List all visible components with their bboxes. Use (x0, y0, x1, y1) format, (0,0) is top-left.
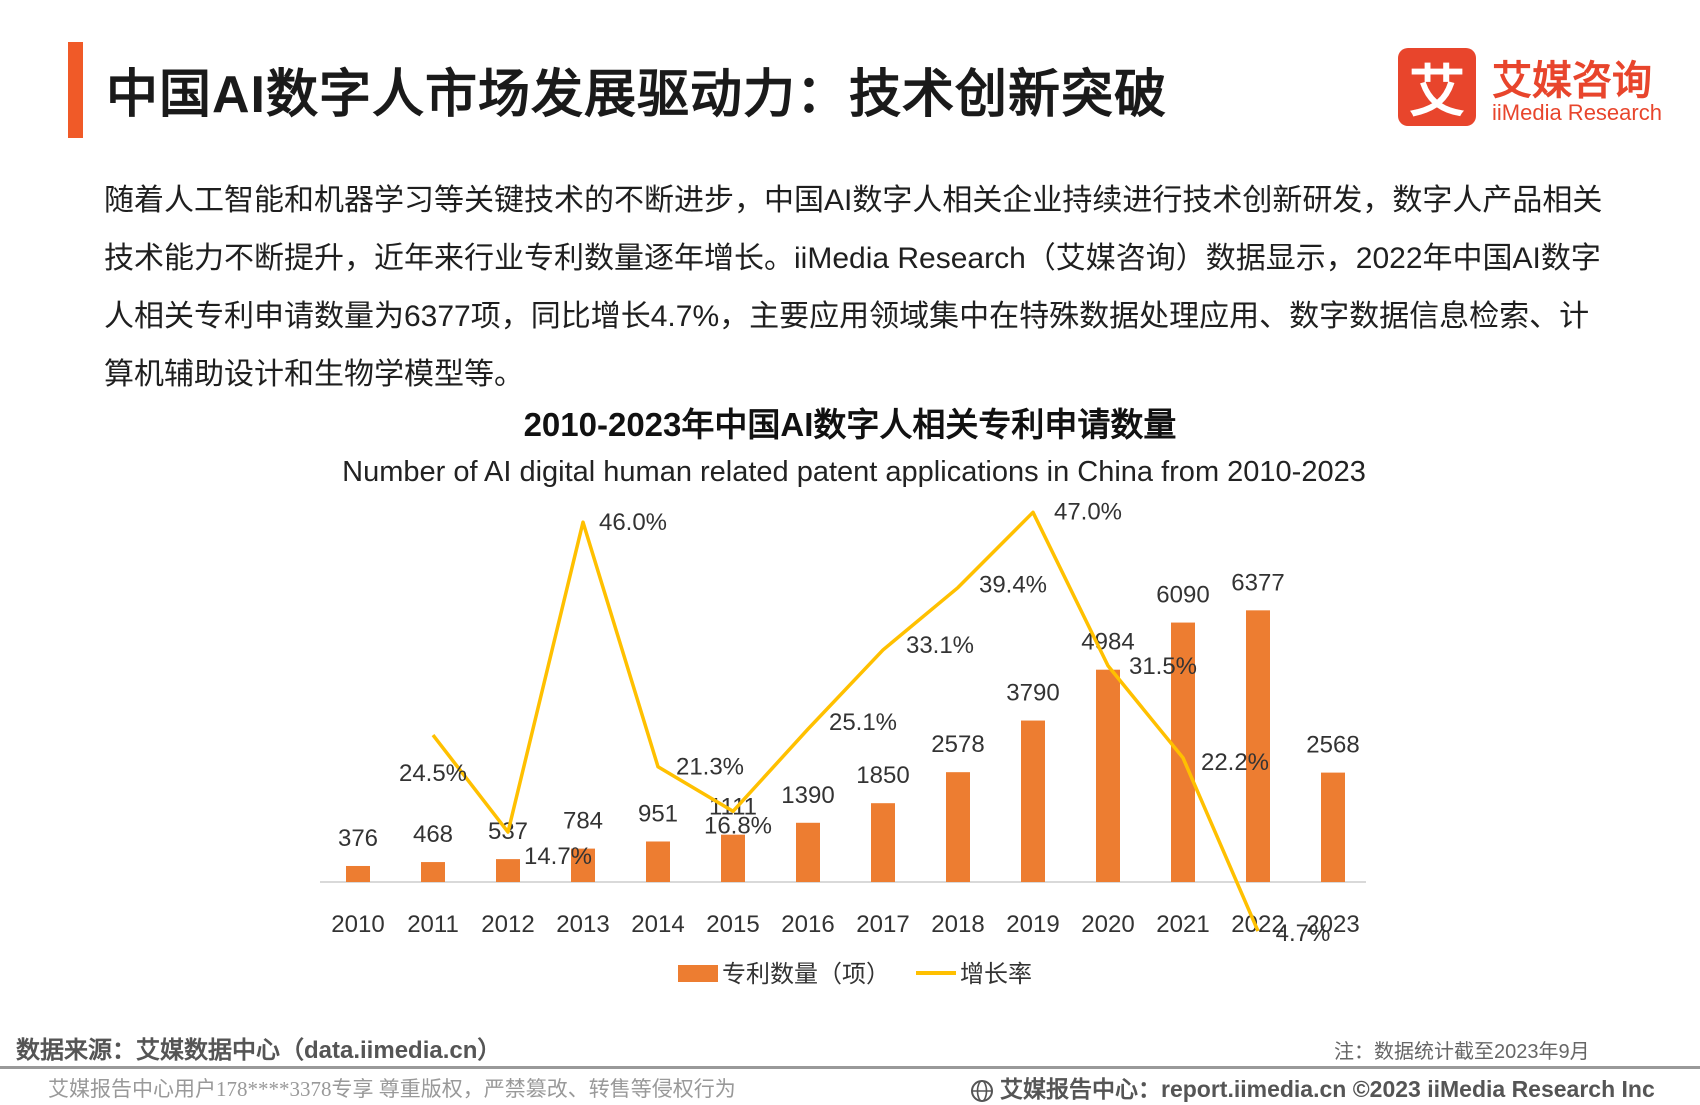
bar-2020 (1096, 669, 1120, 882)
logo-mark-icon: 艾 (1398, 48, 1476, 126)
bar-label-2020: 4984 (1081, 629, 1134, 656)
bar-label-2019: 3790 (1006, 680, 1059, 707)
bar-2019 (1021, 720, 1045, 882)
x-tick-label-2018: 2018 (931, 911, 984, 938)
growth-rate-line (431, 510, 1260, 932)
title-accent-bar (68, 42, 83, 138)
bar-label-2023: 2568 (1306, 732, 1359, 759)
x-tick-label-2010: 2010 (331, 911, 384, 938)
bar-label-2017: 1850 (856, 762, 909, 789)
intro-paragraph: 随着人工智能和机器学习等关键技术的不断进步，中国AI数字人相关企业持续进行技术创… (104, 184, 1603, 391)
x-tick-label-2021: 2021 (1156, 911, 1209, 938)
bar-2010 (346, 865, 370, 882)
growth-label-2012: 14.7% (524, 843, 592, 870)
legend-label-growth: 增长率 (960, 961, 1032, 988)
bar-label-2016: 1390 (781, 782, 834, 809)
bar-2016 (796, 822, 820, 882)
x-tick-label-2015: 2015 (706, 911, 759, 938)
bar-2023 (1321, 772, 1345, 882)
footer-divider (0, 1066, 1700, 1069)
bar-label-2013: 784 (563, 808, 603, 835)
legend-label-patents: 专利数量（项） (722, 961, 890, 988)
brand-logo: 艾 艾媒咨询 iiMedia Research (1398, 48, 1670, 128)
x-tick-label-2023: 2023 (1306, 911, 1359, 938)
growth-label-2011: 24.5% (399, 760, 467, 787)
growth-label-2018: 39.4% (979, 572, 1047, 599)
chart-title: 2010-2023年中国AI数字人相关专利申请数量 (523, 406, 1177, 443)
growth-label-2014: 21.3% (676, 754, 744, 781)
chart-subtitle: Number of AI digital human related paten… (342, 456, 1366, 488)
x-tick-label-2013: 2013 (556, 911, 609, 938)
growth-label-2015: 16.8% (704, 812, 772, 839)
growth-label-2017: 33.1% (906, 632, 974, 659)
bar-2012 (496, 859, 520, 882)
x-tick-label-2020: 2020 (1081, 911, 1134, 938)
bar-2017 (871, 803, 895, 882)
globe-icon (971, 1079, 993, 1102)
growth-label-2016: 25.1% (829, 709, 897, 736)
growth-label-2020: 31.5% (1129, 653, 1197, 680)
bar-label-2018: 2578 (931, 731, 984, 758)
growth-label-2021: 22.2% (1201, 749, 1269, 776)
data-source: 数据来源：艾媒数据中心（data.iimedia.cn） (16, 1037, 502, 1064)
bar-label-2011: 468 (413, 821, 453, 848)
bar-label-2022: 6377 (1231, 569, 1284, 596)
x-tick-label-2014: 2014 (631, 911, 684, 938)
bar-label-2014: 951 (638, 800, 678, 827)
growth-label-2022: 4.7% (1276, 920, 1331, 947)
bar-2015 (721, 834, 745, 882)
bar-label-2021: 6090 (1156, 582, 1209, 609)
copyright-notice: 艾媒报告中心用户178****3378专享 尊重版权，严禁篡改、转售等侵权行为 (48, 1077, 736, 1101)
bar-2013 (571, 848, 595, 882)
x-tick-label-2017: 2017 (856, 911, 909, 938)
bar-2014 (646, 841, 670, 882)
x-tick-label-2011: 2011 (407, 911, 459, 938)
bar-2011 (421, 862, 445, 882)
copyright-site: 艾媒报告中心：report.iimedia.cn ©2023 iiMedia R… (970, 1070, 1655, 1104)
logo-name-en: iiMedia Research (1492, 100, 1662, 125)
x-tick-label-2016: 2016 (781, 911, 834, 938)
x-tick-label-2022: 2022 (1231, 911, 1284, 938)
bar-label-2010: 376 (338, 825, 378, 852)
growth-label-2013: 46.0% (599, 509, 667, 536)
bar-label-2015: 1111 (709, 794, 757, 821)
bar-2022 (1246, 610, 1270, 882)
bar-2018 (946, 772, 970, 882)
logo-name-cn: 艾媒咨询 (1492, 59, 1652, 103)
page-title: 中国AI数字人市场发展驱动力：技术创新突破 (106, 66, 1168, 124)
legend-swatch-patents (678, 965, 718, 982)
data-note: 注：数据统计截至2023年9月 (1334, 1041, 1590, 1063)
x-tick-label-2019: 2019 (1006, 911, 1059, 938)
bar-2021 (1171, 622, 1195, 882)
x-tick-label-2012: 2012 (481, 911, 534, 938)
copyright-site-text: 艾媒报告中心：report.iimedia.cn ©2023 iiMedia R… (1000, 1076, 1655, 1102)
growth-label-2019: 47.0% (1054, 498, 1122, 525)
